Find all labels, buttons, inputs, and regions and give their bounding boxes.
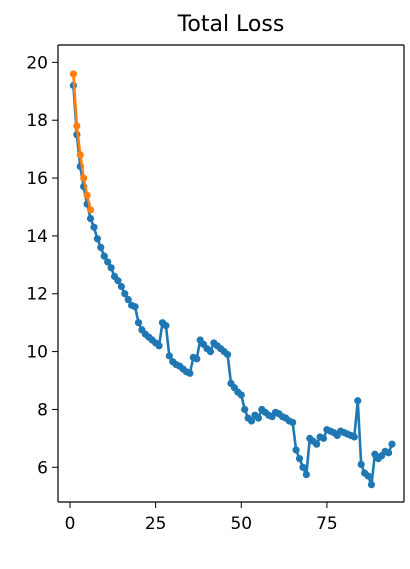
series-1: [69, 81, 396, 489]
data-point: [90, 223, 98, 231]
data-point: [247, 417, 256, 425]
data-point: [93, 235, 101, 243]
data-point: [367, 481, 376, 489]
y-tick-label: 20: [26, 53, 48, 73]
data-point: [86, 214, 95, 223]
data-point: [69, 70, 78, 78]
chart-title: Total Loss: [177, 12, 285, 37]
series-2: [69, 70, 95, 214]
y-tick-label: 18: [26, 111, 48, 131]
data-point: [86, 206, 95, 214]
data-point: [388, 440, 396, 448]
data-point: [254, 414, 263, 422]
data-point: [97, 243, 105, 252]
axes-frame: [57, 44, 405, 503]
data-point: [155, 342, 163, 350]
data-point: [313, 440, 321, 448]
data-point: [223, 350, 232, 359]
data-point: [206, 347, 215, 356]
data-point: [73, 122, 81, 130]
series-layer: [69, 70, 396, 489]
data-point: [165, 352, 173, 360]
y-tick-label: 14: [26, 227, 48, 247]
x-tick-label: 25: [145, 514, 167, 534]
data-point: [302, 470, 310, 479]
data-point: [384, 449, 393, 457]
data-point: [131, 303, 139, 311]
data-point: [289, 418, 297, 427]
data-point: [241, 405, 249, 414]
data-point: [100, 252, 108, 260]
x-axis-ticks: 0 25 50 75: [65, 502, 338, 534]
data-point: [134, 319, 143, 327]
x-tick-label: 75: [316, 514, 338, 534]
data-point: [295, 455, 304, 463]
data-point: [299, 463, 307, 471]
x-tick-label: 50: [230, 514, 252, 534]
y-tick-label: 12: [26, 285, 48, 305]
data-point: [83, 191, 91, 200]
data-point: [162, 321, 170, 330]
data-point: [121, 290, 129, 298]
data-point: [80, 174, 88, 182]
x-tick-label: 0: [65, 514, 76, 534]
data-point: [114, 277, 122, 285]
data-point: [124, 295, 132, 304]
data-point: [357, 460, 365, 468]
y-tick-label: 6: [37, 458, 48, 478]
y-axis-ticks: 6 8 10 12 14 16 18 20: [26, 53, 58, 478]
data-point: [186, 369, 194, 377]
y-tick-label: 10: [26, 343, 48, 363]
data-point: [107, 264, 115, 272]
data-point: [354, 397, 362, 405]
data-point: [364, 472, 372, 480]
data-point: [193, 355, 201, 363]
data-point: [117, 282, 125, 291]
data-point: [319, 434, 328, 442]
data-point: [237, 391, 245, 399]
y-tick-label: 8: [37, 400, 48, 420]
data-point: [292, 446, 300, 454]
data-point: [76, 151, 84, 159]
data-point: [104, 258, 112, 266]
data-point: [350, 433, 358, 441]
y-tick-label: 16: [26, 169, 48, 189]
